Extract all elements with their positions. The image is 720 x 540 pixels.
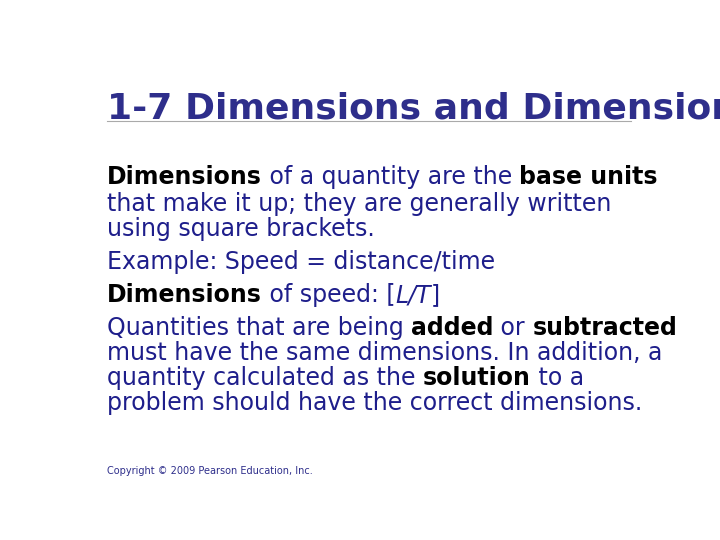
- Text: Dimensions: Dimensions: [107, 165, 261, 188]
- Text: subtracted: subtracted: [533, 316, 678, 340]
- Text: using square brackets.: using square brackets.: [107, 217, 374, 240]
- Text: problem should have the correct dimensions.: problem should have the correct dimensio…: [107, 391, 642, 415]
- Text: quantity calculated as the: quantity calculated as the: [107, 366, 423, 390]
- Text: Dimensions: Dimensions: [107, 283, 261, 307]
- Text: 1-7 Dimensions and Dimensional Analysis: 1-7 Dimensions and Dimensional Analysis: [107, 92, 720, 126]
- Text: added: added: [411, 316, 493, 340]
- Text: must have the same dimensions. In addition, a: must have the same dimensions. In additi…: [107, 341, 662, 365]
- Text: to a: to a: [531, 366, 584, 390]
- Text: Quantities that are being: Quantities that are being: [107, 316, 411, 340]
- Text: of a quantity are the: of a quantity are the: [261, 165, 519, 188]
- Text: that make it up; they are generally written: that make it up; they are generally writ…: [107, 192, 611, 215]
- Text: of speed: [: of speed: [: [261, 283, 395, 307]
- Text: ]: ]: [431, 283, 440, 307]
- Text: solution: solution: [423, 366, 531, 390]
- Text: base units: base units: [519, 165, 658, 188]
- Text: Copyright © 2009 Pearson Education, Inc.: Copyright © 2009 Pearson Education, Inc.: [107, 467, 312, 476]
- Text: L/T: L/T: [395, 283, 431, 307]
- Text: or: or: [493, 316, 533, 340]
- Text: Example: Speed = distance/time: Example: Speed = distance/time: [107, 250, 495, 274]
